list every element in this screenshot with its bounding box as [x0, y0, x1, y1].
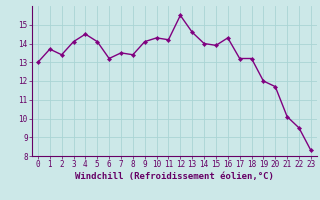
- X-axis label: Windchill (Refroidissement éolien,°C): Windchill (Refroidissement éolien,°C): [75, 172, 274, 181]
